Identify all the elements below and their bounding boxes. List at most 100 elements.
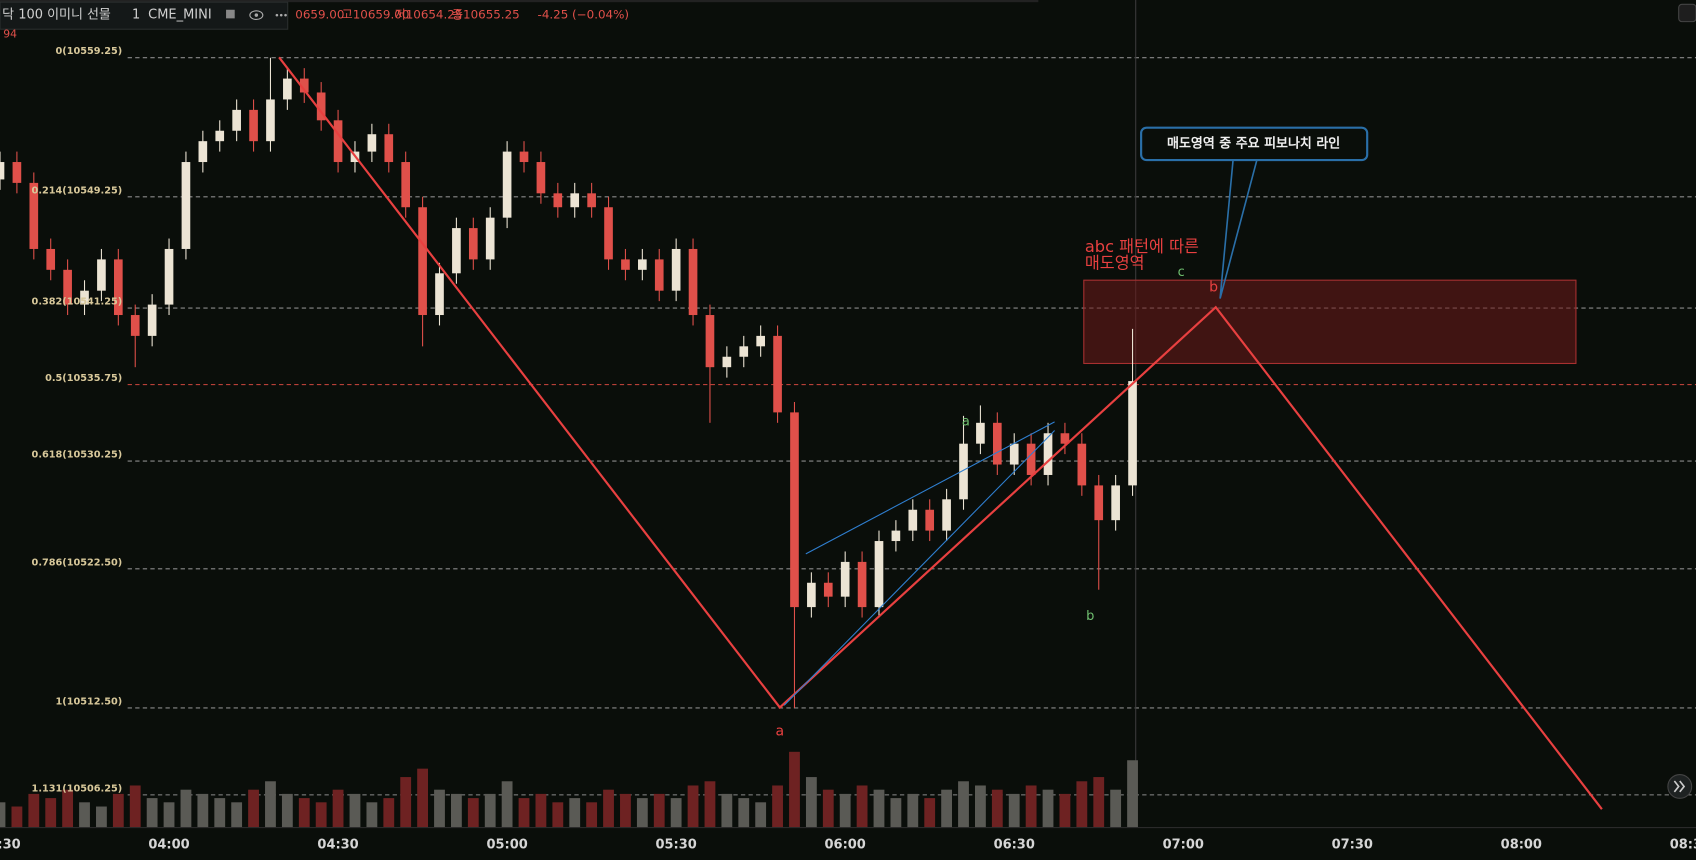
candle-body: [452, 228, 461, 274]
candle-body: [147, 304, 157, 336]
volume-bar: [721, 793, 733, 828]
candle-body: [266, 99, 275, 142]
candle-body: [925, 509, 935, 531]
candle-body: [840, 561, 850, 597]
volume-bar: [28, 793, 40, 828]
candle-body: [435, 273, 444, 316]
candle-body: [688, 248, 698, 316]
candle-body: [181, 162, 191, 249]
volume-bar: [924, 798, 936, 828]
volume-bar: [214, 798, 226, 828]
volume-bar: [975, 785, 986, 828]
volume-bar: [907, 793, 919, 828]
volume-bar: [535, 793, 547, 828]
callout-box: [1140, 126, 1369, 162]
volume-bar: [129, 785, 141, 828]
ohlc-high: 고10659.00: [342, 8, 410, 22]
candle-body: [722, 356, 732, 368]
volume-bar: [772, 785, 783, 828]
volume-bar: [112, 793, 124, 828]
volume-bar: [636, 798, 648, 828]
candle-body: [908, 509, 918, 531]
candle-body: [232, 109, 241, 131]
candle-body: [29, 182, 39, 249]
volume-bar: [991, 789, 1003, 828]
volume-bar: [839, 793, 851, 828]
fib-label: 0.214(10549.25): [32, 185, 123, 196]
candle-body: [418, 207, 427, 316]
candle-body: [1043, 433, 1053, 475]
fib-label: 1(10512.50): [56, 696, 123, 707]
volume-bar: [653, 793, 665, 828]
candle-body: [942, 499, 951, 531]
volume-bar: [248, 789, 259, 828]
candle-body: [519, 151, 529, 163]
volume-bar: [383, 798, 395, 828]
interval: 1: [132, 8, 140, 23]
x-tick-label: 08:30: [1670, 837, 1696, 852]
header-border: [0, 0, 1039, 3]
candle-body: [638, 259, 647, 270]
channel-lower: [783, 430, 1055, 706]
candle-body: [756, 335, 765, 347]
channel-upper: [805, 421, 1055, 555]
volume-bar: [265, 781, 276, 828]
x-axis-labels: 03:30 04:00 04:30 05:00 05:30 06:00 06:30 07:00…: [0, 837, 1696, 852]
volume-bar: [146, 798, 158, 828]
candle-body: [46, 248, 56, 270]
volume-bar: [501, 781, 513, 828]
corner-button[interactable]: [1678, 3, 1696, 23]
fib-label: 0(10559.25): [56, 46, 123, 57]
candle-body: [739, 346, 749, 357]
volume-bar: [231, 802, 243, 828]
candle-body: [130, 315, 140, 336]
volume-bar: [620, 793, 631, 828]
candle-body: [570, 193, 580, 208]
candle-body: [1060, 433, 1070, 444]
volume-bar: [45, 798, 57, 828]
flag-icon[interactable]: [226, 9, 235, 19]
volume-bar: [789, 751, 800, 828]
candle-body: [874, 541, 884, 608]
fib-label: 0.5(10535.75): [45, 373, 122, 384]
volume-bar: [163, 802, 175, 828]
candle-body: [891, 530, 901, 542]
x-tick-label: 04:00: [148, 837, 189, 852]
more-icon[interactable]: [275, 13, 287, 17]
fib-label: 0.618(10530.25): [32, 450, 123, 461]
volume-bar: [552, 802, 564, 828]
volume-bar: [586, 802, 598, 828]
candle-body: [502, 151, 512, 218]
fib-label: 1.131(10506.25): [32, 783, 123, 794]
candle-body: [97, 259, 106, 291]
zigzag: [278, 56, 1603, 810]
x-tick-label: 04:30: [317, 837, 358, 852]
candle-body: [367, 134, 377, 152]
indicator-value: 94: [3, 28, 17, 41]
eye-icon[interactable]: [249, 10, 264, 21]
x-tick-label: 06:00: [825, 837, 866, 852]
x-tick-label: 07:00: [1163, 837, 1204, 852]
symbol-tab[interactable]: [0, 1, 289, 30]
candle-body: [1026, 443, 1036, 475]
candle-body: [1009, 443, 1019, 465]
volume-bar: [484, 793, 496, 828]
x-tick-label: 05:30: [656, 837, 697, 852]
candle-body: [316, 92, 326, 121]
wave-label: b: [1086, 609, 1094, 624]
wave-label: a: [776, 723, 785, 739]
fib-label: 0.382(10541.25): [32, 297, 123, 308]
candle-body: [992, 422, 1002, 465]
volume-bar: [958, 781, 969, 828]
candle-body: [249, 109, 258, 142]
volume-bar: [434, 789, 445, 828]
ohlc-close: 종10655.25: [452, 8, 520, 22]
volume-bar: [298, 798, 310, 828]
volume-bar: [569, 798, 581, 828]
scroll-button[interactable]: [1667, 774, 1693, 799]
candle-body: [215, 130, 225, 142]
candle-body: [807, 582, 816, 608]
candle-body: [401, 162, 411, 208]
